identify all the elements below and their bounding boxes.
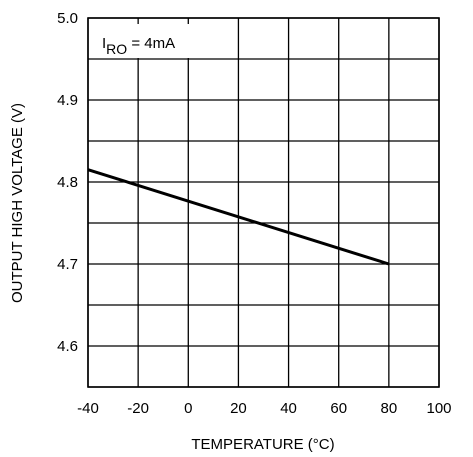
x-tick-label-7: 100 (426, 400, 451, 417)
annotation-subscript: RO (106, 41, 127, 57)
annotation-symbol: I (102, 35, 106, 52)
x-tick-labels: -40 -20 0 20 40 60 80 100 (77, 400, 451, 417)
plot-frame-rect (87, 17, 440, 388)
x-tick-label-2: 0 (184, 400, 192, 417)
annotation-text: IRO = 4mA (102, 35, 175, 57)
y-tick-labels: 4.6 4.7 4.8 4.9 5.0 (57, 10, 78, 355)
x-tick-label-3: 20 (230, 400, 247, 417)
x-tick-label-4: 40 (280, 400, 297, 417)
series-line-0 (87, 168, 390, 266)
x-tick-label-1: -20 (127, 400, 149, 417)
x-tick-label-5: 60 (330, 400, 347, 417)
plot-frame (87, 17, 440, 388)
y-tick-label-1: 4.7 (57, 256, 78, 273)
annotation-value: = 4mA (127, 35, 175, 52)
x-tick-label-0: -40 (77, 400, 99, 417)
y-tick-label-2: 4.8 (57, 174, 78, 191)
series-group (87, 168, 390, 266)
plot-background (88, 18, 439, 387)
x-tick-label-6: 80 (381, 400, 398, 417)
y-axis-label: OUTPUT HIGH VOLTAGE (V) (9, 103, 26, 303)
x-axis-label: TEMPERATURE (°C) (191, 436, 334, 453)
annotation-background (97, 24, 209, 58)
y-tick-label-0: 4.6 (57, 338, 78, 355)
y-tick-label-4: 5.0 (57, 10, 78, 27)
y-tick-label-3: 4.9 (57, 92, 78, 109)
annotation-box: IRO = 4mA (97, 24, 209, 58)
